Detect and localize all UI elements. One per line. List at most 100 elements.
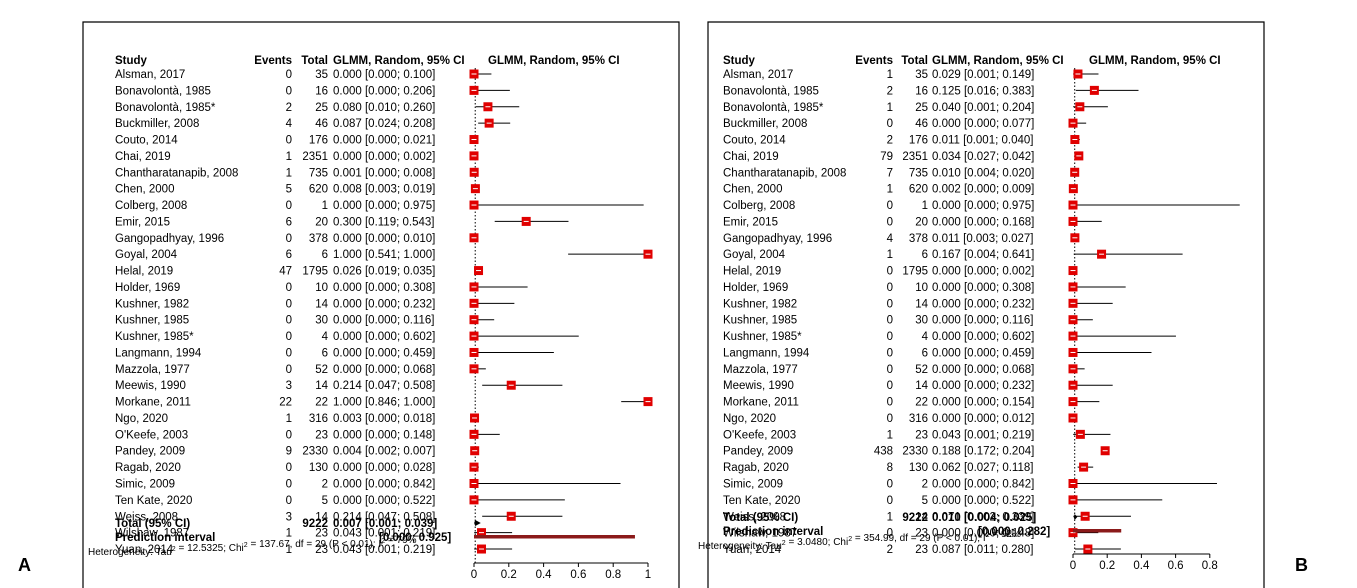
events-value: 4 <box>286 118 293 130</box>
total-value: 6 <box>922 249 928 261</box>
events-value: 0 <box>887 282 893 294</box>
ci-value: 0.026 [0.019; 0.035] <box>333 266 435 278</box>
events-value: 0 <box>887 266 893 278</box>
pooled-diamond <box>474 520 481 526</box>
study-name: Kushner, 1982 <box>115 298 189 310</box>
study-name: Gangopadhyay, 1996 <box>723 233 832 245</box>
study-name: Wilshaw, 1987 <box>723 528 797 540</box>
total-value: 1795 <box>902 266 928 278</box>
study-name: Simic, 2009 <box>115 479 175 491</box>
x-tick-label: 0.4 <box>1133 560 1150 572</box>
ci-value: 0.043 [0.001; 0.219] <box>932 429 1034 441</box>
study-name: Alsman, 2017 <box>115 69 185 81</box>
ci-value: 0.000 [0.000; 0.068] <box>333 364 435 376</box>
study-name: Wilshaw, 1987 <box>115 528 189 540</box>
ci-value: 0.001 [0.000; 0.008] <box>333 167 435 179</box>
events-value: 0 <box>286 200 292 212</box>
prediction-bar <box>474 535 635 539</box>
events-value: 7 <box>887 167 893 179</box>
ci-value: 0.040 [0.001; 0.204] <box>932 102 1034 114</box>
study-name: Kushner, 1985 <box>723 315 797 327</box>
events-value: 0 <box>286 233 292 245</box>
total-value: 25 <box>915 102 928 114</box>
ci-value: 0.004 [0.002; 0.007] <box>333 446 435 458</box>
total-value: 130 <box>309 462 328 474</box>
study-name: Ragab, 2020 <box>723 462 789 474</box>
ci-value: 0.000 [0.000; 0.308] <box>932 282 1034 294</box>
events-value: 0 <box>286 298 292 310</box>
total-value: 5 <box>922 495 928 507</box>
ci-value: 0.043 [0.001; 0.219] <box>333 544 435 556</box>
study-name: Colberg, 2008 <box>115 200 187 212</box>
ci-value: 0.087 [0.011; 0.280] <box>932 544 1033 556</box>
events-value: 2 <box>887 135 893 147</box>
events-value: 3 <box>286 511 292 523</box>
study-name: Alsman, 2017 <box>723 69 793 81</box>
events-value: 1 <box>286 528 292 540</box>
events-value: 22 <box>279 397 292 409</box>
study-name: Chai, 2019 <box>723 151 779 163</box>
events-value: 0 <box>887 364 893 376</box>
study-name: Colberg, 2008 <box>723 200 795 212</box>
study-name: Ragab, 2020 <box>115 462 181 474</box>
total-value: 23 <box>915 544 928 556</box>
ci-value: 0.011 [0.001; 0.040] <box>932 135 1033 147</box>
study-name: Kushner, 1982 <box>723 298 797 310</box>
events-value: 0 <box>887 495 893 507</box>
events-value: 0 <box>286 429 292 441</box>
x-tick-label: 0 <box>471 569 477 581</box>
total-value: 316 <box>309 413 328 425</box>
study-name: Kushner, 1985* <box>723 331 802 343</box>
total-value: 6 <box>322 249 328 261</box>
study-header: Study <box>723 55 756 67</box>
ci-value: 0.000 [0.000; 0.068] <box>932 364 1034 376</box>
total-ci: 0.007 [0.001; 0.039] <box>333 518 437 530</box>
total-header: Total <box>301 55 328 67</box>
events-value: 1 <box>887 511 893 523</box>
total-value: 2 <box>322 479 328 491</box>
heterogeneity-text: Heterogeneity: Tau2 = 3.0480; Chi2 = 354… <box>698 529 1021 552</box>
prediction-label: Prediction interval <box>115 532 215 544</box>
x-tick-label: 1 <box>645 569 651 581</box>
study-name: Bonavolontà, 1985* <box>723 102 824 114</box>
events-value: 438 <box>874 446 893 458</box>
study-name: Ten Kate, 2020 <box>723 495 800 507</box>
ci-value: 0.000 [0.000; 0.100] <box>333 69 435 81</box>
events-value: 0 <box>887 528 893 540</box>
events-value: 0 <box>887 118 893 130</box>
study-name: Goyal, 2004 <box>723 249 786 261</box>
study-name: Weiss, 2008 <box>115 511 178 523</box>
total-value: 176 <box>309 135 328 147</box>
total-value: 25 <box>315 102 328 114</box>
events-value: 6 <box>286 216 292 228</box>
study-name: Meewis, 1990 <box>115 380 186 392</box>
ci-value: 0.043 [0.001; 0.219] <box>333 528 435 540</box>
prediction-label: Prediction interval <box>723 526 823 538</box>
ci-value: 0.000 [0.000; 0.148] <box>932 528 1034 540</box>
total-label: Total (95% CI) <box>115 518 190 530</box>
events-value: 0 <box>887 397 893 409</box>
events-value: 0 <box>887 216 893 228</box>
total-value: 4 <box>322 331 329 343</box>
events-value: 0 <box>286 282 292 294</box>
study-name: Emir, 2015 <box>723 216 778 228</box>
events-value: 0 <box>286 69 292 81</box>
prediction-bar <box>1073 529 1122 533</box>
total-value: 2 <box>922 479 928 491</box>
ci-value: 0.125 [0.016; 0.383] <box>932 85 1034 97</box>
ci-value: 0.167 [0.004; 0.641] <box>932 249 1034 261</box>
ci-value: 0.000 [0.000; 0.116] <box>932 315 1033 327</box>
ci-value: 0.071 [0.002; 0.339] <box>932 511 1034 523</box>
study-name: Helal, 2019 <box>723 266 781 278</box>
panel-frame <box>82 21 680 588</box>
events-value: 1 <box>286 151 292 163</box>
total-value: 2351 <box>902 151 928 163</box>
ci-value: 0.000 [0.000; 0.206] <box>333 85 435 97</box>
pooled-diamond <box>1073 514 1078 520</box>
events-header: Events <box>254 55 292 67</box>
study-name: Pandey, 2009 <box>115 446 185 458</box>
total-value: 378 <box>309 233 328 245</box>
study-name: Simic, 2009 <box>723 479 783 491</box>
study-name: Couto, 2014 <box>115 135 178 147</box>
